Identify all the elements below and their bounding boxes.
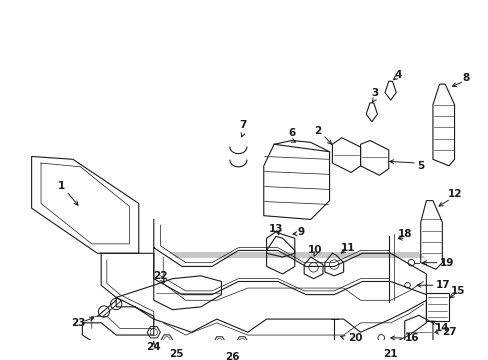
Text: 18: 18 xyxy=(397,229,411,239)
Text: 21: 21 xyxy=(383,349,397,359)
Text: 17: 17 xyxy=(435,280,449,290)
Text: 7: 7 xyxy=(239,121,246,130)
Text: 19: 19 xyxy=(439,258,453,268)
Text: 8: 8 xyxy=(461,73,468,84)
Text: 25: 25 xyxy=(169,349,183,359)
Text: 15: 15 xyxy=(450,286,465,296)
Text: 13: 13 xyxy=(268,224,283,234)
Text: 23: 23 xyxy=(71,318,86,328)
Text: 20: 20 xyxy=(347,333,362,343)
Text: 16: 16 xyxy=(404,333,418,343)
Text: 5: 5 xyxy=(416,161,424,171)
Text: 27: 27 xyxy=(442,327,456,337)
Text: 26: 26 xyxy=(225,352,240,360)
Text: 6: 6 xyxy=(288,128,295,138)
Text: 3: 3 xyxy=(370,89,378,99)
Text: 2: 2 xyxy=(313,126,320,136)
Text: 10: 10 xyxy=(307,246,322,256)
Text: 12: 12 xyxy=(447,189,461,199)
Text: 9: 9 xyxy=(297,227,305,237)
Text: 24: 24 xyxy=(146,342,161,352)
Text: 4: 4 xyxy=(394,70,401,80)
Text: 14: 14 xyxy=(434,324,449,333)
Text: 1: 1 xyxy=(58,181,65,190)
Text: 22: 22 xyxy=(153,271,167,281)
Text: 11: 11 xyxy=(341,243,355,253)
